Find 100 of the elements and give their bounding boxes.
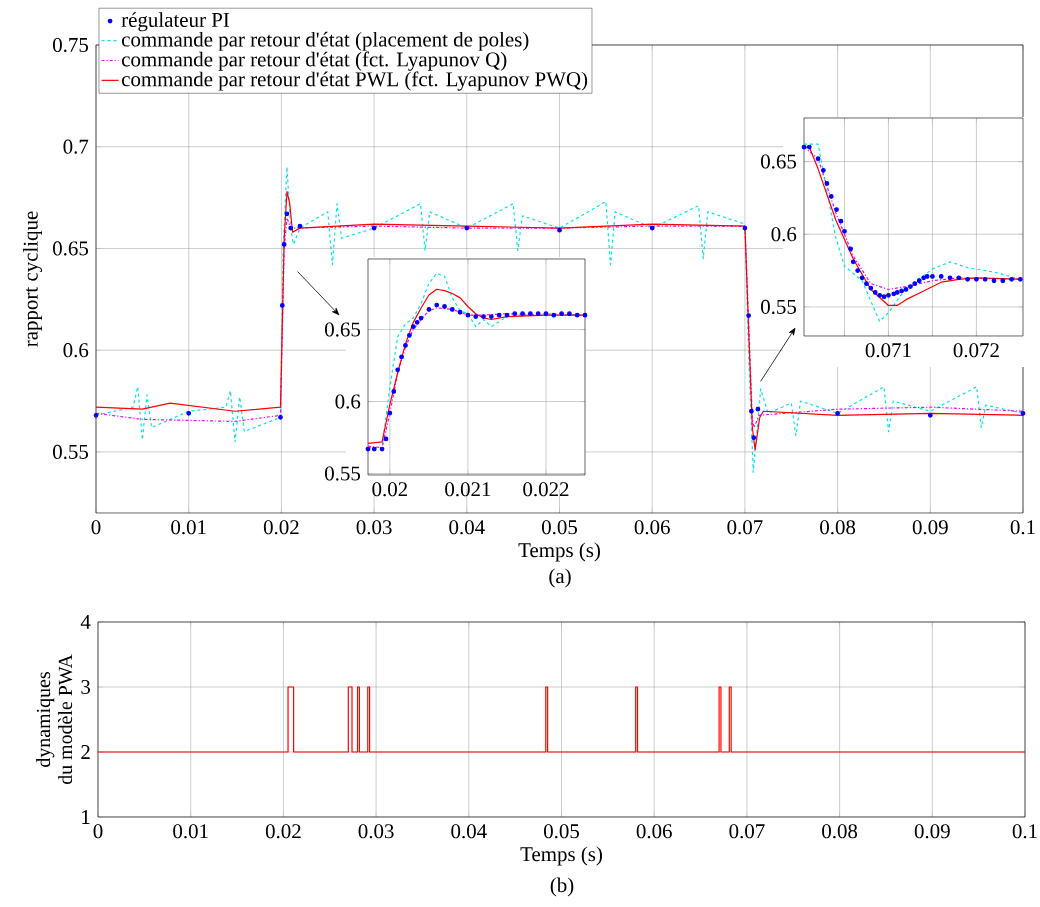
point bbox=[974, 276, 979, 282]
x-tick-label: 0.07 bbox=[727, 520, 763, 535]
y-tick-label: 0.6 bbox=[771, 227, 797, 242]
text: (a) bbox=[549, 568, 571, 588]
point bbox=[924, 274, 930, 279]
y-tick-label: 0.55 bbox=[53, 444, 89, 460]
point bbox=[742, 225, 748, 231]
x-tick-label: 0.04 bbox=[451, 824, 487, 839]
point bbox=[850, 259, 856, 265]
x-tick-label: 0.02 bbox=[263, 520, 299, 535]
point bbox=[512, 311, 518, 317]
y-tick-label: 3 bbox=[81, 679, 91, 695]
point bbox=[828, 194, 834, 199]
point bbox=[947, 275, 953, 281]
x-tick-label: 0.03 bbox=[356, 520, 392, 535]
point bbox=[881, 294, 887, 300]
point bbox=[916, 278, 922, 284]
point bbox=[279, 303, 285, 308]
y-tick-label: 0.55 bbox=[761, 299, 797, 315]
point bbox=[1017, 276, 1023, 282]
point bbox=[834, 207, 839, 212]
x-tick-label: 0 bbox=[91, 520, 101, 535]
point bbox=[930, 274, 935, 279]
point bbox=[1000, 278, 1006, 284]
y-tick-label: 0.65 bbox=[53, 241, 89, 256]
x-tick-label: 0.06 bbox=[634, 520, 670, 535]
legend-label: commande par retour d'état PWL (fct. Lyapunov PWQ) bbox=[121, 71, 588, 91]
point bbox=[886, 292, 891, 298]
point bbox=[186, 410, 192, 416]
point bbox=[877, 292, 883, 298]
point bbox=[982, 276, 988, 282]
point bbox=[371, 225, 377, 231]
x-tick-label: 0.03 bbox=[358, 824, 394, 839]
point bbox=[278, 414, 283, 420]
x-tick-label: 0.09 bbox=[912, 520, 948, 535]
point bbox=[848, 246, 854, 252]
point bbox=[864, 281, 869, 287]
point bbox=[399, 354, 404, 360]
y-axis-title: dynamiques du modèle PWA bbox=[36, 654, 73, 785]
x-tick-label: 0.08 bbox=[820, 520, 856, 535]
point bbox=[465, 312, 471, 318]
x-tick-label: 0.08 bbox=[822, 824, 858, 839]
point bbox=[927, 412, 933, 418]
point bbox=[567, 311, 572, 317]
point bbox=[938, 274, 944, 279]
point bbox=[855, 268, 861, 273]
point bbox=[406, 332, 412, 338]
point bbox=[868, 285, 874, 291]
y-tick-label: 4 bbox=[80, 615, 91, 629]
point bbox=[859, 275, 865, 281]
y-tick-label: 1 bbox=[82, 810, 90, 824]
point bbox=[426, 306, 432, 312]
point bbox=[582, 312, 588, 318]
point bbox=[297, 223, 303, 229]
x-tick-label: 0.02 bbox=[372, 482, 408, 497]
point bbox=[93, 412, 99, 418]
point bbox=[891, 291, 897, 297]
x-tick-label: 0.071 bbox=[865, 343, 911, 358]
point bbox=[991, 278, 997, 284]
y-tick-label: 0.65 bbox=[325, 322, 361, 337]
y-tick-label: 0.7 bbox=[63, 139, 89, 154]
point bbox=[473, 314, 479, 319]
point bbox=[872, 289, 878, 295]
legend-label: commande par retour d'état (placement de poles) bbox=[121, 31, 529, 51]
point bbox=[574, 312, 580, 318]
point bbox=[824, 180, 830, 186]
point bbox=[464, 225, 470, 231]
point bbox=[284, 211, 290, 217]
point bbox=[1020, 410, 1026, 416]
point bbox=[899, 288, 905, 294]
point bbox=[527, 311, 533, 317]
x-tick-label: 0.021 bbox=[445, 482, 491, 497]
point bbox=[557, 227, 562, 233]
point bbox=[894, 289, 900, 295]
point bbox=[965, 276, 970, 282]
point bbox=[387, 410, 393, 416]
point bbox=[391, 389, 397, 394]
y-tick-label: 0.6 bbox=[63, 343, 89, 358]
point bbox=[751, 435, 757, 441]
point bbox=[403, 342, 408, 348]
point bbox=[1009, 276, 1014, 282]
y-tick-label: 0.65 bbox=[761, 154, 797, 169]
point bbox=[442, 304, 447, 309]
x-tick-label: 0.02 bbox=[265, 824, 301, 839]
point bbox=[434, 302, 440, 308]
x-tick-label: 0.05 bbox=[542, 520, 577, 535]
point bbox=[746, 313, 752, 318]
point bbox=[956, 275, 962, 281]
point bbox=[815, 156, 821, 162]
point bbox=[908, 284, 913, 289]
point bbox=[749, 408, 754, 414]
x-tick-label: 0.01 bbox=[173, 824, 208, 839]
y-axis-title: rapport cyclique bbox=[23, 211, 43, 347]
point bbox=[371, 446, 377, 452]
x-tick-label: 0.022 bbox=[523, 482, 569, 497]
y-tick-label: 0.55 bbox=[325, 466, 361, 481]
point bbox=[281, 242, 287, 247]
legend-label: régulateur PI bbox=[121, 12, 230, 32]
point bbox=[418, 315, 424, 321]
point bbox=[379, 446, 385, 452]
